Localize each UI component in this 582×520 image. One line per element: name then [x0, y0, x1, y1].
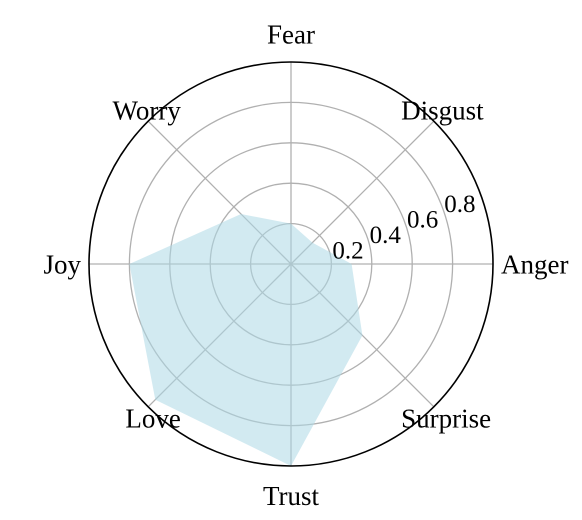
outer-circle: [88, 61, 494, 467]
axis-label-joy: Joy: [43, 249, 81, 279]
radial-tick-labels: 0.2 0.40.60.8: [332, 191, 475, 264]
axis-label-worry: Worry: [113, 95, 182, 125]
axis-label-love: Love: [125, 404, 180, 434]
axis-label-disgust: Disgust: [401, 95, 484, 125]
spoke-disgust: [290, 120, 435, 265]
radial-tick-label-2: 0.4: [370, 222, 402, 249]
radial-tick-label-4: 0.8: [444, 191, 475, 218]
axis-label-anger: Anger: [501, 249, 568, 279]
radial-tick-label-3: 0.6: [407, 207, 438, 234]
radial-tick-label-1: 0.2: [332, 238, 363, 265]
axis-label-surprise: Surprise: [401, 404, 491, 434]
data-series: [129, 214, 363, 466]
axis-label-trust: Trust: [263, 481, 320, 511]
axis-labels: Anger Disgust Fear Worry Joy Love Trust Surpris…: [43, 19, 568, 511]
data-area: [129, 214, 363, 466]
axis-label-fear: Fear: [267, 19, 315, 49]
outer-frame: [88, 61, 494, 467]
